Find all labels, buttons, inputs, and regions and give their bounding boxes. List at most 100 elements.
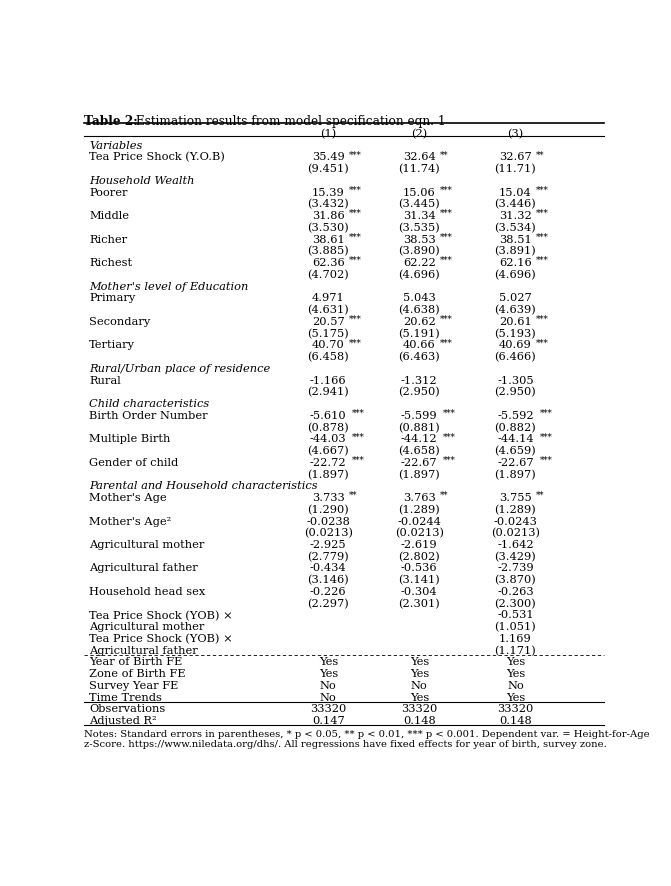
Text: ***: *** [352,431,365,440]
Text: -0.226: -0.226 [310,587,347,596]
Text: 4.971: 4.971 [312,293,345,303]
Text: -5.610: -5.610 [310,410,347,420]
Text: 33320: 33320 [497,703,533,713]
Text: z-Score. https://www.niledata.org/dhs/. All regressions have fixed effects for y: z-Score. https://www.niledata.org/dhs/. … [84,739,607,748]
Text: (9.451): (9.451) [307,164,349,175]
Text: (4.631): (4.631) [307,305,349,315]
Text: **: ** [536,150,545,159]
Text: **: ** [440,491,449,500]
Text: 62.22: 62.22 [403,258,435,268]
Text: 31.86: 31.86 [312,211,345,221]
Text: No: No [411,680,427,690]
Text: ***: *** [440,185,453,194]
Text: (3.445): (3.445) [399,199,440,209]
Text: (2.301): (2.301) [399,598,440,609]
Text: ***: *** [352,455,365,464]
Text: (1.897): (1.897) [399,469,440,479]
Text: -0.304: -0.304 [401,587,437,596]
Text: Tea Price Shock (YOB) ×: Tea Price Shock (YOB) × [89,610,233,620]
Text: No: No [320,692,337,702]
Text: -44.12: -44.12 [401,434,437,444]
Text: -2.925: -2.925 [310,540,347,549]
Text: (0.881): (0.881) [399,422,440,432]
Text: -1.642: -1.642 [497,540,534,549]
Text: (5.191): (5.191) [399,328,440,338]
Text: Household Wealth: Household Wealth [89,175,195,186]
Text: 3.755: 3.755 [499,493,532,502]
Text: 20.62: 20.62 [403,316,435,326]
Text: Secondary: Secondary [89,316,150,326]
Text: (3.432): (3.432) [307,199,349,209]
Text: ***: *** [536,338,549,346]
Text: (6.463): (6.463) [399,352,440,362]
Text: 3.733: 3.733 [312,493,345,502]
Text: (1.051): (1.051) [495,622,536,632]
Text: (4.658): (4.658) [399,446,440,455]
Text: ***: *** [349,256,362,265]
Text: -22.67: -22.67 [401,457,437,467]
Text: ***: *** [440,232,453,241]
Text: -5.599: -5.599 [401,410,437,420]
Text: (3.429): (3.429) [495,551,536,562]
Text: Yes: Yes [410,692,429,702]
Text: 38.53: 38.53 [403,234,435,245]
Text: (4.696): (4.696) [495,269,536,280]
Text: (4.639): (4.639) [495,305,536,315]
Text: (1): (1) [320,128,336,139]
Text: Mother's Age: Mother's Age [89,493,166,502]
Text: 0.148: 0.148 [403,715,435,726]
Text: Variables: Variables [89,140,142,151]
Text: -22.72: -22.72 [310,457,347,467]
Text: 62.16: 62.16 [499,258,532,268]
Text: (2.950): (2.950) [399,387,440,397]
Text: 35.49: 35.49 [312,152,345,162]
Text: 1.169: 1.169 [499,633,532,643]
Text: ***: *** [536,315,549,323]
Text: 38.51: 38.51 [499,234,532,245]
Text: Agricultural father: Agricultural father [89,563,198,573]
Text: (0.878): (0.878) [307,422,349,432]
Text: (6.466): (6.466) [495,352,536,362]
Text: (3.870): (3.870) [495,575,536,585]
Text: ***: *** [440,315,453,323]
Text: 33320: 33320 [310,703,346,713]
Text: -22.67: -22.67 [497,457,534,467]
Text: Yes: Yes [319,657,338,667]
Text: (11.71): (11.71) [495,164,536,175]
Text: Tea Price Shock (Y.O.B): Tea Price Shock (Y.O.B) [89,152,225,162]
Text: Primary: Primary [89,293,136,303]
Text: -0.536: -0.536 [401,563,437,573]
Text: ***: *** [349,185,362,194]
Text: (11.74): (11.74) [399,164,440,175]
Text: (2): (2) [411,128,427,139]
Text: -0.531: -0.531 [497,610,534,620]
Text: Yes: Yes [319,668,338,679]
Text: 33320: 33320 [401,703,437,713]
Text: (3.890): (3.890) [399,246,440,256]
Text: Multiple Birth: Multiple Birth [89,434,170,444]
Text: (6.458): (6.458) [307,352,349,362]
Text: -0.263: -0.263 [497,587,534,596]
Text: (1.290): (1.290) [307,504,349,515]
Text: 32.67: 32.67 [499,152,532,162]
Text: Agricultural mother: Agricultural mother [89,540,205,549]
Text: ***: *** [536,256,549,265]
Text: (2.297): (2.297) [307,598,349,609]
Text: (0.882): (0.882) [495,422,536,432]
Text: 3.763: 3.763 [403,493,435,502]
Text: 5.027: 5.027 [499,293,532,303]
Text: ***: *** [440,338,453,346]
Text: 5.043: 5.043 [403,293,435,303]
Text: 40.66: 40.66 [403,340,435,350]
Text: (2.779): (2.779) [307,551,349,562]
Text: No: No [320,680,337,690]
Text: ***: *** [539,431,552,440]
Text: 40.69: 40.69 [499,340,532,350]
Text: 31.32: 31.32 [499,211,532,221]
Text: -5.592: -5.592 [497,410,534,420]
Text: Rural: Rural [89,375,121,385]
Text: ***: *** [349,209,362,218]
Text: Adjusted R²: Adjusted R² [89,715,157,726]
Text: 15.04: 15.04 [499,187,532,198]
Text: 32.64: 32.64 [403,152,435,162]
